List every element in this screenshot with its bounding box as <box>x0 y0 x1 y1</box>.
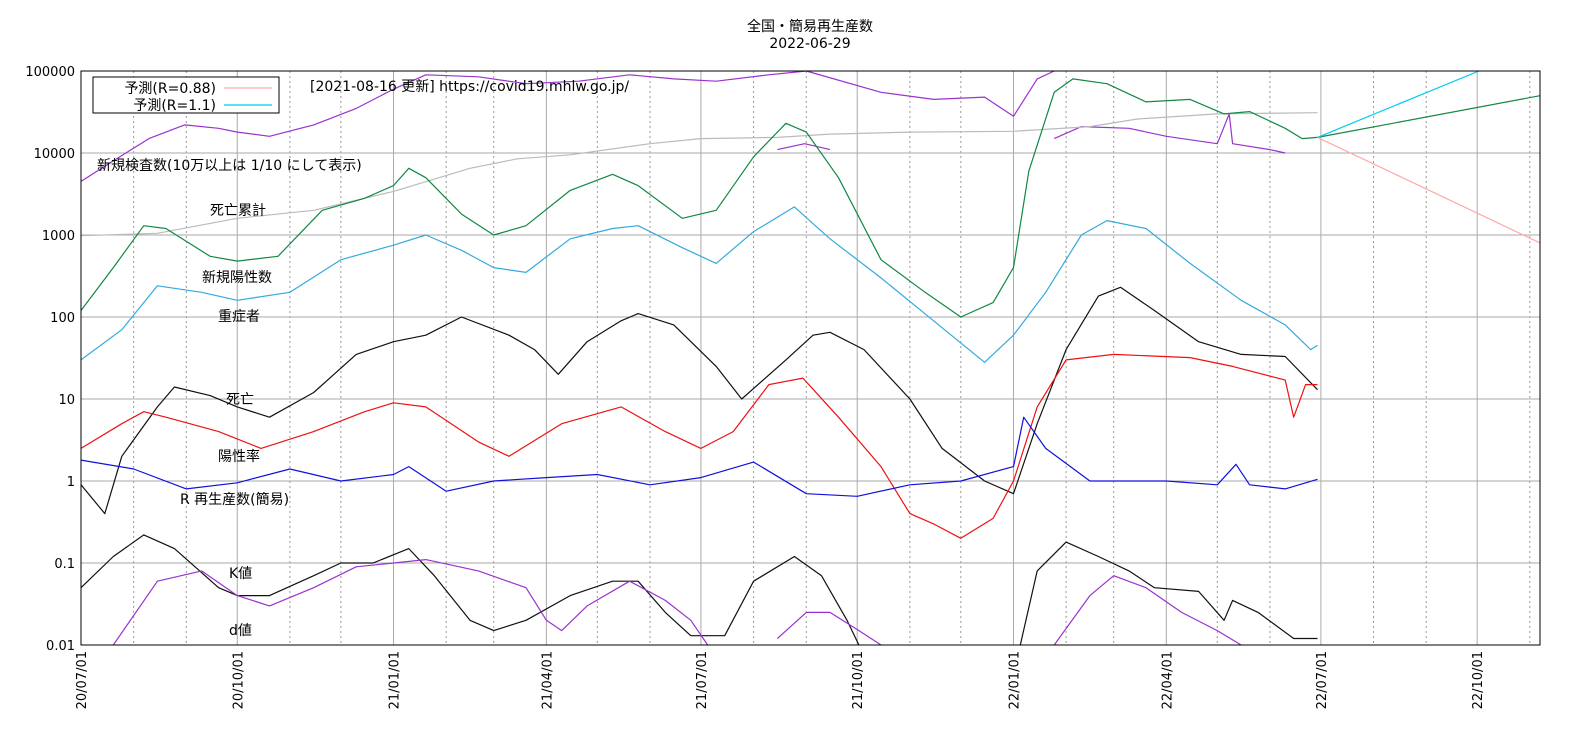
series-line-forecast-r0-88 <box>1317 136 1541 244</box>
series-group <box>80 70 1541 646</box>
series-line-tests <box>80 70 1055 182</box>
label-deaths-cumulative: 死亡累計 <box>210 203 266 219</box>
x-tick-label: 21/01/01 <box>388 651 403 709</box>
series-line-new-cases <box>80 78 1318 318</box>
series-line-k-value <box>80 534 860 646</box>
label-severe: 重症者 <box>218 309 260 325</box>
y-tick-label: 100000 <box>25 65 75 80</box>
series-line-deaths-cumulative <box>80 112 1318 237</box>
y-tick-label: 10 <box>58 393 75 408</box>
label-r-value: R 再生産数(簡易) <box>180 492 289 508</box>
label-deaths: 死亡 <box>226 392 254 408</box>
series-line-new-cases-pos <box>80 206 1318 363</box>
x-tick-label: 22/07/01 <box>1315 651 1330 709</box>
series-line-d-value-b <box>776 611 882 646</box>
series-line-tests-scaled <box>1053 113 1286 154</box>
annotations: [2021-08-16 更新] https://covid19.mhlw.go.… <box>97 79 629 639</box>
x-tick-label: 20/10/01 <box>231 651 246 709</box>
x-tick-label: 21/10/01 <box>851 651 866 709</box>
y-tick-label: 1000 <box>42 229 75 244</box>
y-tick-label: 0.1 <box>54 557 75 572</box>
series-line-k-value-2022 <box>1019 541 1318 646</box>
label-new-cases: 新規陽性数 <box>202 270 272 286</box>
update-note: [2021-08-16 更新] https://covid19.mhlw.go.… <box>310 79 629 95</box>
legend-label: 予測(R=0.88) <box>124 81 216 97</box>
x-tick-label: 20/07/01 <box>75 651 90 709</box>
series-line-r-value <box>80 416 1318 497</box>
chart-subtitle: 2022-06-29 <box>769 36 850 52</box>
label-k-value: K値 <box>229 566 252 582</box>
x-tick-label: 22/04/01 <box>1160 651 1175 709</box>
series-line-tests-mid <box>777 143 831 151</box>
series-line-forecast-green <box>1317 95 1541 138</box>
x-tick-label: 21/04/01 <box>540 651 555 709</box>
label-tests: 新規検査数(10万以上は 1/10 にして表示) <box>97 158 362 174</box>
axes: 20/07/01 20/10/01 21/01/01 21/04/01 21/07/01… <box>25 65 1541 709</box>
y-tick-label: 100 <box>50 311 75 326</box>
series-line-severe <box>80 286 1318 515</box>
series-line-d-value-2022 <box>1053 575 1242 646</box>
series-line-forecast-r1-1 <box>1317 70 1480 138</box>
plot-frame <box>80 70 1541 646</box>
series-line-positivity <box>80 353 1318 539</box>
label-d-value: d値 <box>229 623 252 639</box>
legend-label: 予測(R=1.1) <box>133 98 216 114</box>
chart-title: 全国・簡易再生産数 <box>747 18 873 35</box>
y-tick-label: 0.01 <box>46 639 75 654</box>
label-positivity: 陽性率 <box>218 448 260 465</box>
y-tick-label: 10000 <box>34 147 75 162</box>
series-line-d-value <box>112 559 709 646</box>
x-tick-label: 22/01/01 <box>1007 651 1022 709</box>
legend-box <box>92 76 280 114</box>
x-tick-label: 22/10/01 <box>1471 651 1486 709</box>
legend: 予測(R=0.88)予測(R=1.1) <box>92 76 280 114</box>
x-tick-label: 21/07/01 <box>695 651 710 709</box>
y-tick-label: 1 <box>67 475 75 490</box>
